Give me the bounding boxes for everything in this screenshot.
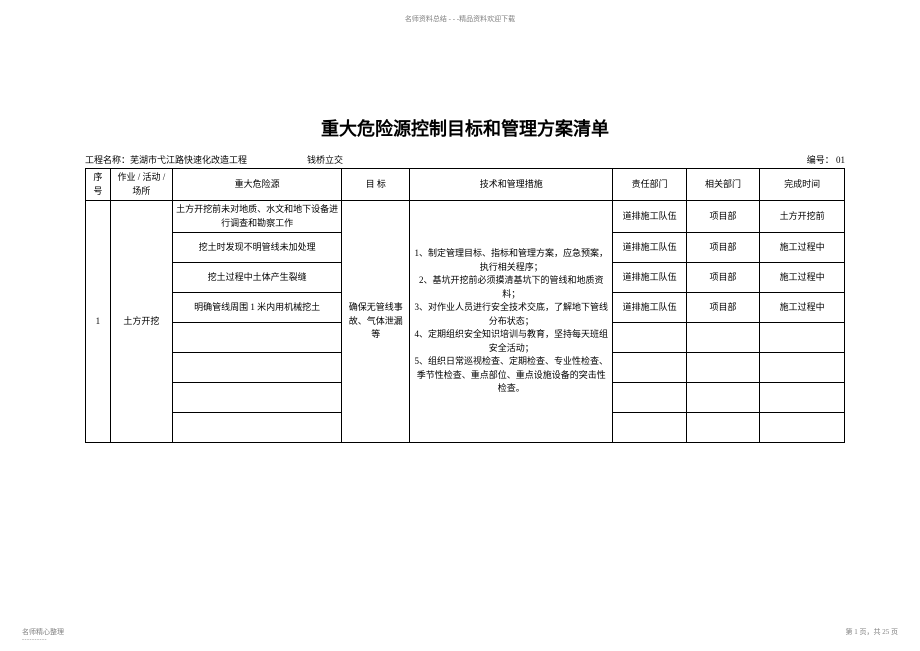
col-resp-dept: 责任部门	[613, 169, 686, 201]
col-rel-dept: 相关部门	[686, 169, 759, 201]
cell-resp: 道排施工队伍	[613, 293, 686, 323]
document-number: 编号： 01	[807, 153, 845, 166]
document-subheader: 工程名称：芜湖市弋江路快速化改造工程 钱桥立交 编号： 01	[85, 153, 845, 166]
cell-time: 施工过程中	[760, 263, 845, 293]
col-seq: 序号	[86, 169, 111, 201]
cell-hazard: 挖土过程中土体产生裂缝	[172, 263, 341, 293]
cell-hazard: 挖土时发现不明管线未加处理	[172, 233, 341, 263]
cell-seq: 1	[86, 201, 111, 443]
project-section: 钱桥立交	[307, 153, 343, 166]
cell-resp: 道排施工队伍	[613, 233, 686, 263]
cell-resp: 道排施工队伍	[613, 201, 686, 233]
col-activity: 作业 / 活动 / 场所	[110, 169, 172, 201]
cell-rel: 项目部	[686, 293, 759, 323]
col-measures: 技术和管理措施	[410, 169, 613, 201]
cell-hazard: 明确管线周围 1 米内用机械挖土	[172, 293, 341, 323]
col-objective: 目 标	[342, 169, 410, 201]
cell-objective: 确保无管线事故、气体泄漏等	[342, 201, 410, 443]
cell-time: 施工过程中	[760, 293, 845, 323]
footer-right: 第 1 页，共 25 页	[846, 627, 899, 637]
table-row: 1 土方开挖 土方开挖前未对地质、水文和地下设备进行调查和勘察工作 确保无管线事…	[86, 201, 845, 233]
cell-rel: 项目部	[686, 201, 759, 233]
page-header-text: 名师资料总结 - - -精品资料欢迎下载	[0, 14, 920, 24]
document-body: 重大危险源控制目标和管理方案清单 工程名称：芜湖市弋江路快速化改造工程 钱桥立交…	[85, 115, 845, 443]
cell-rel: 项目部	[686, 263, 759, 293]
table-header-row: 序号 作业 / 活动 / 场所 重大危险源 目 标 技术和管理措施 责任部门 相…	[86, 169, 845, 201]
hazard-table: 序号 作业 / 活动 / 场所 重大危险源 目 标 技术和管理措施 责任部门 相…	[85, 168, 845, 443]
col-time: 完成时间	[760, 169, 845, 201]
cell-time: 施工过程中	[760, 233, 845, 263]
document-title: 重大危险源控制目标和管理方案清单	[85, 115, 845, 141]
col-hazard: 重大危险源	[172, 169, 341, 201]
cell-time: 土方开挖前	[760, 201, 845, 233]
footer-dash: - - - - - - - - - -	[22, 637, 46, 643]
cell-hazard: 土方开挖前未对地质、水文和地下设备进行调查和勘察工作	[172, 201, 341, 233]
cell-resp: 道排施工队伍	[613, 263, 686, 293]
cell-measures: 1、制定管理目标、指标和管理方案，应急预案，执行相关程序； 2、基坑开挖前必须摸…	[410, 201, 613, 443]
cell-rel: 项目部	[686, 233, 759, 263]
cell-activity: 土方开挖	[110, 201, 172, 443]
footer-left: 名师精心整理	[22, 627, 64, 637]
project-name: 工程名称：芜湖市弋江路快速化改造工程	[85, 153, 247, 166]
